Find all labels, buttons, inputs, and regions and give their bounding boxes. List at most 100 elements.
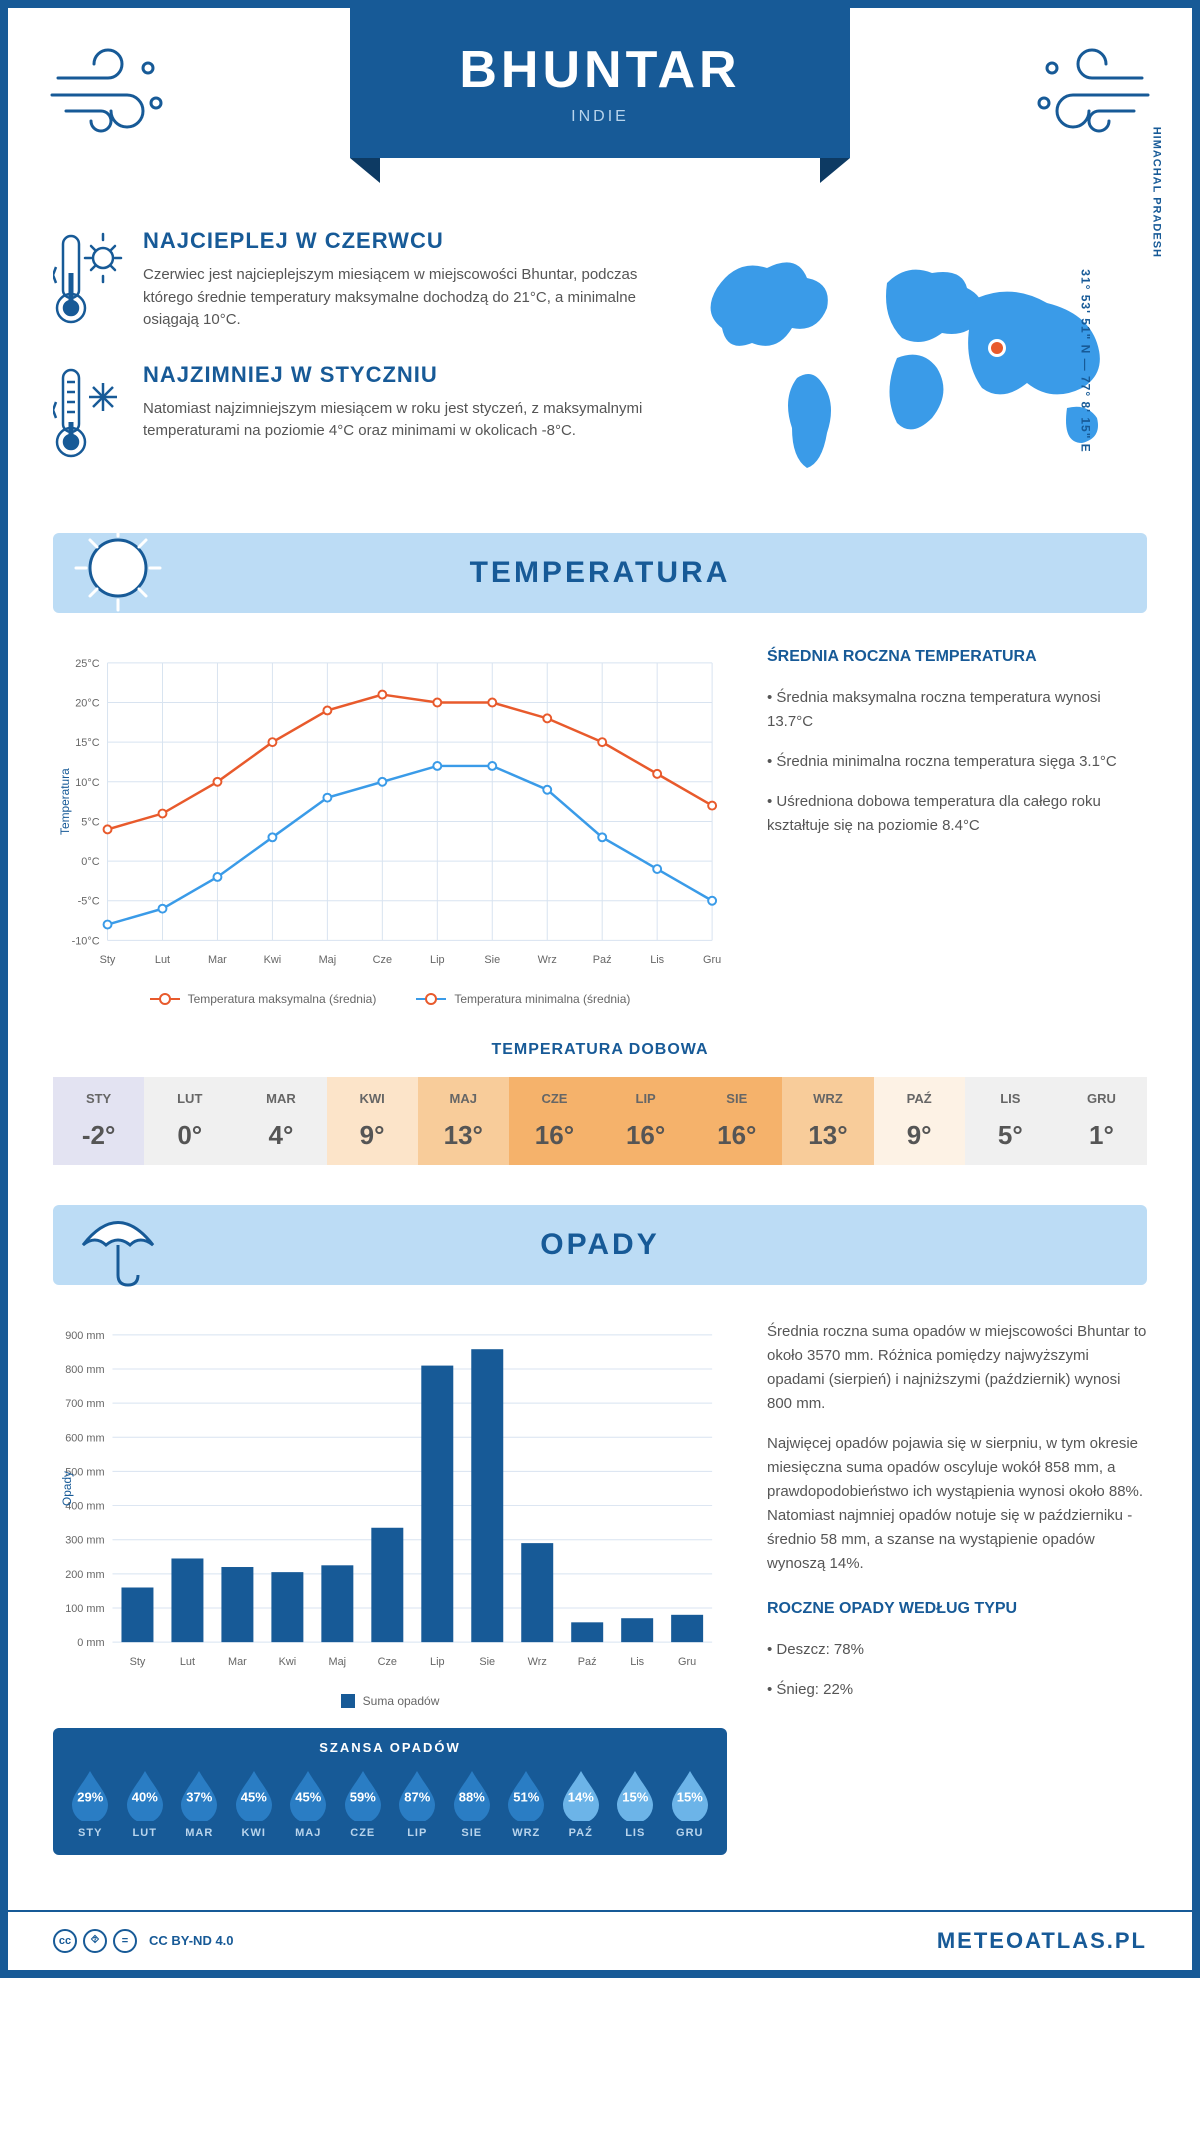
section-title: TEMPERATURA xyxy=(470,556,731,590)
section-title: OPADY xyxy=(540,1228,659,1262)
fact-hottest: NAJCIEPLEJ W CZERWCU Czerwiec jest najci… xyxy=(53,228,647,332)
daily-temp-grid: STY-2°LUT0°MAR4°KWI9°MAJ13°CZE16°LIP16°S… xyxy=(53,1077,1147,1165)
month-label: WRZ xyxy=(782,1091,873,1106)
country: INDIE xyxy=(571,108,629,126)
legend-label: Suma opadów xyxy=(363,1694,440,1708)
svg-text:Lut: Lut xyxy=(180,1656,195,1668)
daily-temp-cell: MAR4° xyxy=(235,1077,326,1165)
drop-month: PAŹ xyxy=(559,1827,603,1839)
daily-temp-cell: KWI9° xyxy=(327,1077,418,1165)
drop-percent: 29% xyxy=(77,1789,103,1804)
legend-label: Temperatura maksymalna (średnia) xyxy=(188,992,377,1006)
svg-text:200 mm: 200 mm xyxy=(65,1569,104,1581)
daily-temp-cell: PAŹ 9° xyxy=(874,1077,965,1165)
svg-text:0°C: 0°C xyxy=(81,856,99,868)
month-label: MAJ xyxy=(418,1091,509,1106)
month-label: PAŹ xyxy=(874,1091,965,1106)
footer: cc ⯑ = CC BY-ND 4.0 METEOATLAS.PL xyxy=(8,1910,1192,1970)
section-banner-rain: OPADY xyxy=(53,1205,1147,1285)
temp-value: 9° xyxy=(327,1120,418,1151)
rain-paragraph: Najwięcej opadów pojawia się w sierpniu,… xyxy=(767,1432,1147,1576)
month-label: LIS xyxy=(965,1091,1056,1106)
wind-icon xyxy=(48,43,178,148)
svg-text:Opady: Opady xyxy=(60,1471,74,1506)
temperature-line-chart: -10°C-5°C0°C5°C10°C15°C20°C25°CStyLutMar… xyxy=(53,648,727,975)
temp-value: 16° xyxy=(691,1120,782,1151)
drop-month: CZE xyxy=(341,1827,385,1839)
rain-drop: 14%PAŹ xyxy=(559,1767,603,1839)
svg-text:Lis: Lis xyxy=(630,1656,644,1668)
svg-text:Cze: Cze xyxy=(378,1656,397,1668)
svg-text:Maj: Maj xyxy=(319,954,337,966)
month-label: SIE xyxy=(691,1091,782,1106)
svg-text:0 mm: 0 mm xyxy=(77,1637,104,1649)
svg-text:Sty: Sty xyxy=(100,954,116,966)
rain-drop: 15%LIS xyxy=(613,1767,657,1839)
drop-percent: 37% xyxy=(186,1789,212,1804)
svg-text:Sty: Sty xyxy=(130,1656,146,1668)
daily-temp-cell: GRU1° xyxy=(1056,1077,1147,1165)
thermometer-sun-icon xyxy=(53,228,123,328)
section-banner-temperature: TEMPERATURA xyxy=(53,533,1147,613)
daily-temp-cell: MAJ 13° xyxy=(418,1077,509,1165)
rain-drop: 45%MAJ xyxy=(286,1767,330,1839)
drop-percent: 15% xyxy=(677,1789,703,1804)
cc-icons: cc ⯑ = xyxy=(53,1929,137,1953)
drop-month: WRZ xyxy=(504,1827,548,1839)
chart-legend: .lg-line:nth-child(1)::before{border-col… xyxy=(53,992,727,1006)
temp-value: 13° xyxy=(782,1120,873,1151)
svg-text:800 mm: 800 mm xyxy=(65,1364,104,1376)
rain-type-title: ROCZNE OPADY WEDŁUG TYPU xyxy=(767,1600,1147,1618)
temp-fact-bullet: • Uśredniona dobowa temperatura dla całe… xyxy=(767,790,1147,838)
svg-text:20°C: 20°C xyxy=(75,697,99,709)
daily-temp-cell: STY-2° xyxy=(53,1077,144,1165)
drop-month: LUT xyxy=(123,1827,167,1839)
rain-drop: 51% WRZ xyxy=(504,1767,548,1839)
svg-text:-10°C: -10°C xyxy=(72,935,100,947)
svg-text:Wrz: Wrz xyxy=(538,954,557,966)
cc-icon: cc xyxy=(53,1929,77,1953)
svg-text:Paź: Paź xyxy=(593,954,612,966)
temp-value: 1° xyxy=(1056,1120,1147,1151)
temp-value: 9° xyxy=(874,1120,965,1151)
drop-month: LIP xyxy=(395,1827,439,1839)
svg-text:Paź: Paź xyxy=(578,1656,597,1668)
fact-coldest: NAJZIMNIEJ W STYCZNIU Natomiast najzimni… xyxy=(53,362,647,462)
svg-text:Lip: Lip xyxy=(430,954,445,966)
drop-month: KWI xyxy=(232,1827,276,1839)
rain-drop: 87%LIP xyxy=(395,1767,439,1839)
temp-facts-title: ŚREDNIA ROCZNA TEMPERATURA xyxy=(767,648,1147,666)
svg-text:Cze: Cze xyxy=(373,954,392,966)
brand: METEOATLAS.PL xyxy=(937,1928,1147,1954)
daily-temp-cell: WRZ 13° xyxy=(782,1077,873,1165)
drop-percent: 51% xyxy=(513,1789,539,1804)
svg-text:300 mm: 300 mm xyxy=(65,1535,104,1547)
rain-drop: 15% GRU xyxy=(668,1767,712,1839)
rain-type-bullet: • Śnieg: 22% xyxy=(767,1678,1147,1702)
svg-text:Lis: Lis xyxy=(650,954,664,966)
fact-title: NAJZIMNIEJ W STYCZNIU xyxy=(143,362,647,388)
svg-text:Wrz: Wrz xyxy=(528,1656,547,1668)
svg-text:5°C: 5°C xyxy=(81,816,99,828)
drop-month: GRU xyxy=(668,1827,712,1839)
drop-month: SIE xyxy=(450,1827,494,1839)
month-label: MAR xyxy=(235,1091,326,1106)
temp-value: 5° xyxy=(965,1120,1056,1151)
rain-drop: 40%LUT xyxy=(123,1767,167,1839)
wind-icon xyxy=(1022,43,1152,148)
rain-chance-title: SZANSA OPADÓW xyxy=(53,1740,727,1755)
temp-value: 16° xyxy=(600,1120,691,1151)
legend-label: Temperatura minimalna (średnia) xyxy=(454,992,630,1006)
drop-percent: 59% xyxy=(350,1789,376,1804)
drop-month: MAJ xyxy=(286,1827,330,1839)
temp-value: 13° xyxy=(418,1120,509,1151)
svg-text:-5°C: -5°C xyxy=(78,896,100,908)
by-icon: ⯑ xyxy=(83,1929,107,1953)
daily-temp-cell: LIS 5° xyxy=(965,1077,1056,1165)
temp-value: 16° xyxy=(509,1120,600,1151)
coordinates: 31° 53' 51" N — 77° 8' 15" E xyxy=(1078,269,1092,452)
nd-icon: = xyxy=(113,1929,137,1953)
svg-text:Mar: Mar xyxy=(208,954,227,966)
temp-value: 0° xyxy=(144,1120,235,1151)
fact-title: NAJCIEPLEJ W CZERWCU xyxy=(143,228,647,254)
